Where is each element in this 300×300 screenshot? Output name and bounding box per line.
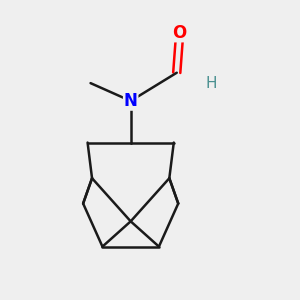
Text: O: O <box>172 24 187 42</box>
Text: H: H <box>205 76 217 91</box>
Text: N: N <box>124 92 138 110</box>
